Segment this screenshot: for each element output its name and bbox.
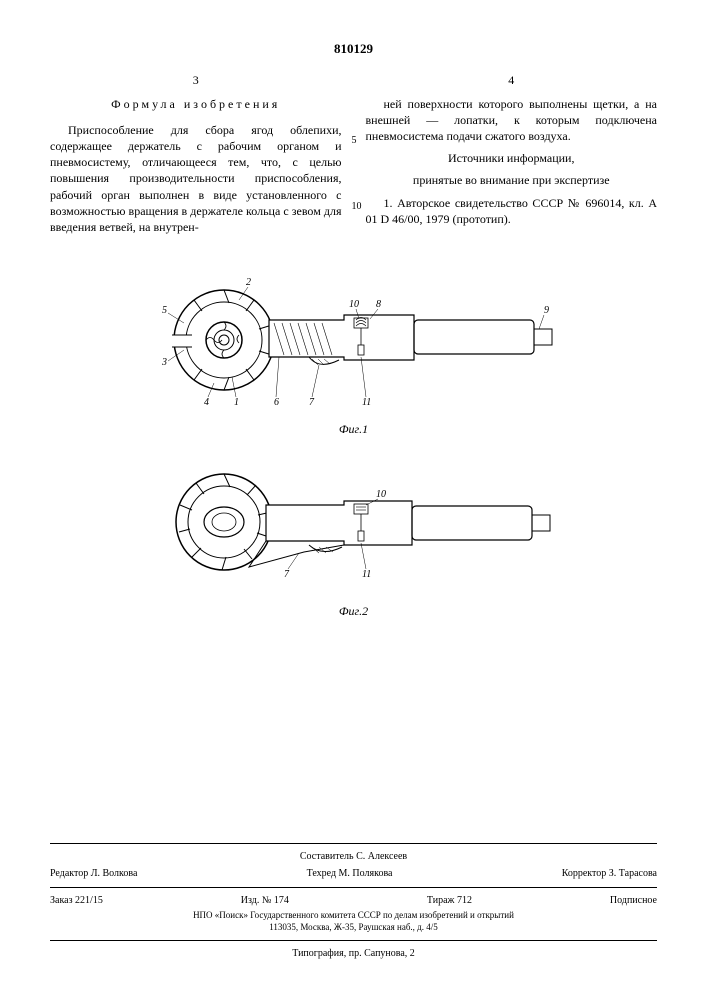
fig2-label-7: 7 — [284, 569, 290, 580]
fig1-label-6: 6 — [274, 397, 279, 408]
text-columns: 3 Формула изобретения Приспособление для… — [50, 72, 657, 236]
fig2-label-11: 11 — [362, 569, 371, 580]
divider — [50, 940, 657, 941]
footer-block: Составитель С. Алексеев Редактор Л. Волк… — [50, 837, 657, 960]
figure-2-svg: 7 11 10 — [144, 457, 564, 597]
patent-number: 810129 — [50, 40, 657, 58]
compositor: Составитель С. Алексеев — [50, 850, 657, 864]
claim-text-left: Приспособление для сбора ягод облепихи, … — [50, 122, 342, 235]
fig1-label-4: 4 — [204, 397, 209, 408]
org-name: НПО «Поиск» Государственного комитета СС… — [50, 909, 657, 921]
fig1-caption: Фиг.1 — [50, 421, 657, 437]
line-number-5: 5 — [352, 134, 357, 148]
fig2-caption: Фиг.2 — [50, 603, 657, 619]
divider — [50, 843, 657, 844]
right-column: 4 ней поверхности которого выполнены щет… — [366, 72, 658, 236]
fig1-label-7: 7 — [309, 397, 315, 408]
fig1-label-3: 3 — [161, 357, 167, 368]
fig1-label-9: 9 — [544, 305, 549, 316]
techred: Техред М. Полякова — [307, 867, 393, 881]
izd-num: Изд. № 174 — [241, 894, 289, 908]
corrector: Корректор З. Тарасова — [562, 867, 657, 881]
order-num: Заказ 221/15 — [50, 894, 103, 908]
print-row: Заказ 221/15 Изд. № 174 Тираж 712 Подпис… — [50, 894, 657, 908]
editor: Редактор Л. Волкова — [50, 867, 137, 881]
figures-block: 2 5 3 4 1 6 7 11 10 8 9 Фиг.1 — [50, 265, 657, 619]
podpisnoe: Подписное — [610, 894, 657, 908]
fig1-label-11: 11 — [362, 397, 371, 408]
left-column: 3 Формула изобретения Приспособление для… — [50, 72, 342, 236]
fig2-label-10: 10 — [376, 489, 386, 500]
sources-title-2: принятые во внимание при экспертизе — [366, 172, 658, 188]
fig1-label-2: 2 — [246, 277, 251, 288]
org-address: 113035, Москва, Ж-35, Раушская наб., д. … — [50, 921, 657, 933]
col-num-right: 4 — [366, 72, 658, 88]
reference-text: 1. Авторское свидетельство СССР № 696014… — [366, 195, 658, 227]
col-num-left: 3 — [50, 72, 342, 88]
line-number-10: 10 — [352, 200, 362, 214]
sources-title-1: Источники информации, — [366, 150, 658, 166]
tirazh: Тираж 712 — [427, 894, 472, 908]
divider — [50, 887, 657, 888]
printer: Типография, пр. Сапунова, 2 — [50, 947, 657, 961]
fig1-label-8: 8 — [376, 299, 381, 310]
credits-row: Редактор Л. Волкова Техред М. Полякова К… — [50, 867, 657, 881]
fig1-label-1: 1 — [234, 397, 239, 408]
formula-title: Формула изобретения — [50, 96, 342, 112]
figure-1-svg: 2 5 3 4 1 6 7 11 10 8 9 — [144, 265, 564, 415]
claim-text-right: ней поверхности которого выполнены щетки… — [366, 96, 658, 145]
fig1-label-5: 5 — [162, 305, 167, 316]
fig1-label-10: 10 — [349, 299, 359, 310]
